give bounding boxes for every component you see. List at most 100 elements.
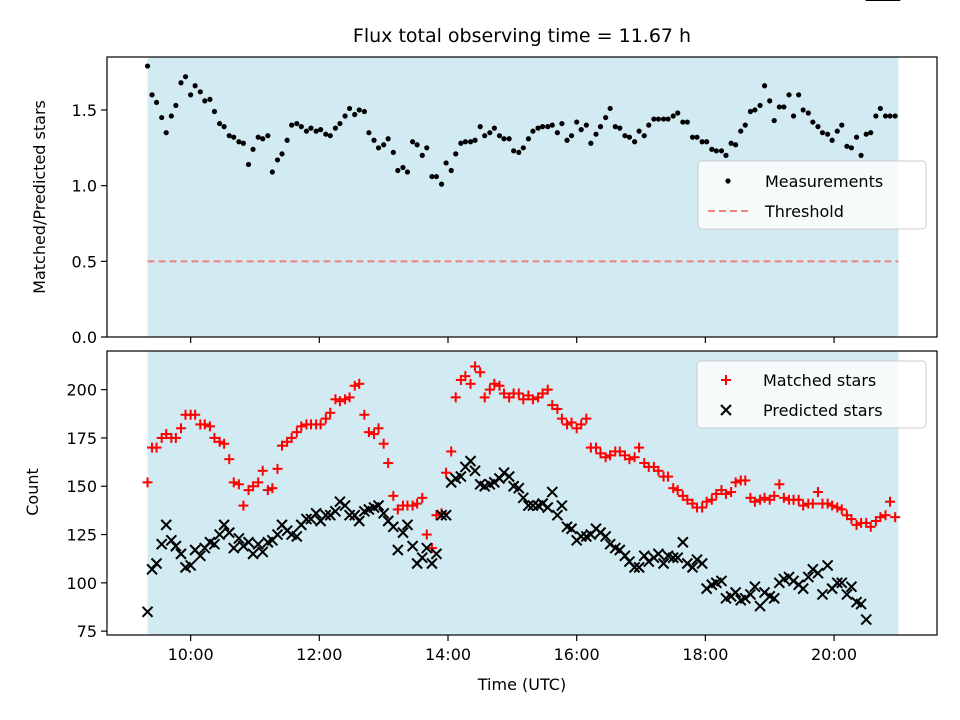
predicted-star-point (242, 536, 255, 548)
matched-star-point (204, 421, 215, 432)
measurement-point (597, 124, 604, 130)
matched-star-point (653, 465, 664, 476)
predicted-star-point (715, 575, 728, 587)
matched-star-point (248, 481, 259, 492)
measurement-point (539, 124, 546, 130)
measurement-point (231, 134, 237, 140)
measurement-point (404, 169, 411, 175)
matched-star-point (219, 438, 230, 449)
matched-star-point (272, 463, 283, 474)
matched-star-point (701, 496, 712, 507)
legend-box (696, 360, 927, 429)
predicted-star-point (527, 499, 539, 512)
matched-star-point (890, 512, 901, 523)
matched-star-point (711, 488, 722, 499)
measurement-point (617, 125, 623, 131)
measurement-point (819, 130, 826, 136)
matched-star-point (228, 477, 239, 488)
predicted-star-point (300, 513, 313, 525)
x-tick-label: 16:00 (554, 645, 600, 664)
matched-star-point (392, 504, 403, 515)
matched-star-point (798, 500, 809, 511)
matched-star-point (846, 514, 857, 525)
predicted-star-point (343, 509, 356, 521)
predicted-star-point (252, 538, 264, 550)
predicted-star-point (628, 561, 641, 574)
matched-star-point (624, 454, 635, 465)
measurement-point (482, 133, 488, 139)
measurement-point (202, 98, 208, 104)
predicted-star-point (860, 613, 872, 626)
matched-star-point (446, 446, 457, 457)
x-tick-label: 14:00 (425, 645, 471, 664)
matched-star-point (465, 378, 476, 389)
legend-label-measurements: Measurements (765, 172, 883, 191)
measurement-point (144, 63, 151, 69)
matched-star-point (595, 448, 606, 459)
matched-star-point (807, 498, 818, 509)
predicted-star-point (551, 509, 564, 521)
measurement-point (289, 122, 295, 128)
measurement-point (356, 107, 362, 113)
measurement-point (477, 124, 483, 130)
matched-star-point (851, 519, 862, 530)
measurement-point (568, 133, 575, 139)
legend-label-predicted: Predicted stars (763, 401, 883, 420)
matched-star-point (489, 378, 500, 389)
measurement-point (255, 134, 261, 140)
measurement-point (467, 139, 474, 145)
matched-star-point (812, 487, 823, 498)
measurement-point (429, 173, 435, 180)
measurement-point (149, 92, 155, 98)
predicted-star-point (652, 548, 665, 560)
x-tick-label: 12:00 (296, 645, 342, 664)
measurement-point (525, 136, 532, 142)
measurement-point (530, 128, 536, 134)
measurement-point (192, 83, 198, 89)
predicted-star-point (836, 577, 848, 589)
measurement-point (221, 124, 227, 130)
measurement-point (178, 80, 184, 86)
measurement-point (366, 130, 372, 136)
y-tick-label: 175 (66, 429, 97, 448)
y-tick-label: 0.0 (72, 328, 97, 347)
predicted-star-point (729, 586, 742, 599)
measurement-point (863, 131, 869, 137)
predicted-star-point (513, 482, 525, 494)
measurement-point (520, 145, 526, 151)
predicted-star-point (440, 509, 452, 521)
predicted-star-point (218, 519, 230, 531)
matched-star-point (755, 494, 766, 505)
measurement-point (752, 107, 758, 113)
measurement-point (159, 114, 165, 121)
legend-label-threshold: Threshold (764, 202, 844, 221)
y-tick-label: 1.0 (72, 177, 97, 196)
y-tick-label: 100 (66, 574, 97, 593)
measurement-point (269, 169, 275, 175)
measurement-point (496, 133, 503, 139)
measurement-point (723, 152, 729, 158)
measurement-point (776, 104, 782, 110)
measurement-point (342, 113, 348, 119)
matched-star-point (412, 498, 423, 509)
matched-star-point (720, 488, 731, 499)
measurement-point (829, 137, 835, 143)
predicted-star-point (170, 540, 182, 552)
predicted-star-point (821, 559, 834, 572)
predicted-star-point (657, 557, 670, 570)
predicted-star-point (247, 548, 259, 560)
measurement-point (892, 113, 898, 119)
matched-star-point (542, 384, 553, 395)
y-tick-label: 0.5 (72, 252, 97, 271)
measurement-point (578, 127, 584, 133)
matched-star-point (778, 492, 789, 503)
bottom-y-axis-label: Count (23, 468, 42, 516)
measurement-point (844, 143, 850, 149)
x-axis-label: Time (UTC) (477, 675, 566, 694)
matched-star-point (672, 485, 683, 496)
measurement-point (245, 161, 252, 168)
predicted-star-point (855, 598, 867, 610)
matched-star-point (547, 400, 558, 411)
predicted-star-point (744, 588, 757, 601)
